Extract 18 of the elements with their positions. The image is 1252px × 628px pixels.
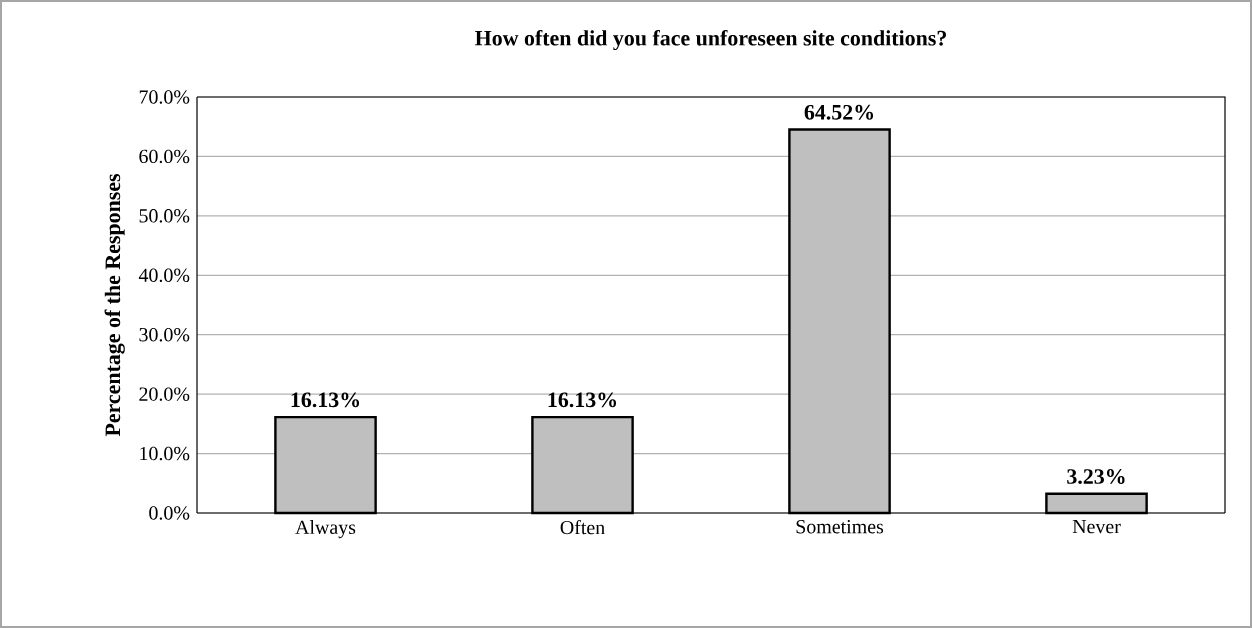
y-tick-label: 50.0% [139, 209, 190, 223]
y-tick-label: 40.0% [138, 268, 190, 283]
y-tick-label: 70.0% [139, 90, 190, 104]
y-tick-label: 60.0% [139, 149, 190, 164]
y-axis-title: Percentage of the Responses [104, 173, 125, 437]
x-tick-label: Often [560, 520, 605, 535]
chart-title: How often did you face unforeseen site conditions? [475, 29, 947, 51]
data-label: 16.13% [291, 392, 360, 408]
y-tick-label: 10.0% [140, 446, 190, 461]
y-tick-label: 30.0% [139, 327, 190, 342]
x-tick-label: Sometimes [796, 520, 884, 534]
x-tick-label: Always [295, 520, 356, 539]
data-label: 3.23% [1067, 469, 1125, 484]
y-tick-label: 20.0% [139, 387, 190, 401]
data-label: 16.13% [548, 392, 617, 408]
data-label: 64.52% [804, 104, 874, 120]
x-tick-label: Never [1072, 520, 1121, 534]
y-tick-label: 0.0% [149, 506, 190, 520]
